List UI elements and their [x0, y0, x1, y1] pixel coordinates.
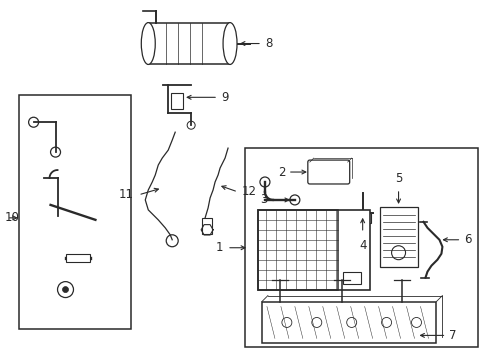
Bar: [202, 218, 212, 234]
Text: 11: 11: [118, 188, 133, 202]
Bar: [171, 93, 183, 109]
Text: 2: 2: [278, 166, 285, 179]
Text: 8: 8: [264, 37, 272, 50]
Bar: [258, 210, 337, 289]
Bar: [364, 213, 370, 223]
Bar: [258, 210, 369, 289]
Bar: [65, 254, 90, 262]
Bar: [354, 213, 360, 223]
Text: 12: 12: [242, 185, 257, 198]
Bar: [379, 207, 417, 267]
Text: 7: 7: [448, 329, 456, 342]
Text: 6: 6: [464, 233, 471, 246]
Text: 9: 9: [221, 91, 228, 104]
Bar: [262, 302, 436, 343]
Bar: [19, 95, 131, 329]
Circle shape: [62, 287, 68, 293]
Text: 4: 4: [358, 239, 366, 252]
Text: 5: 5: [394, 172, 402, 185]
Bar: [244, 148, 477, 347]
Ellipse shape: [141, 23, 155, 64]
Ellipse shape: [223, 23, 237, 64]
Text: 3: 3: [260, 193, 267, 206]
Text: 10: 10: [5, 211, 20, 224]
Bar: [148, 23, 229, 64]
Text: 1: 1: [215, 241, 223, 254]
FancyBboxPatch shape: [307, 160, 349, 184]
Bar: [342, 272, 360, 284]
